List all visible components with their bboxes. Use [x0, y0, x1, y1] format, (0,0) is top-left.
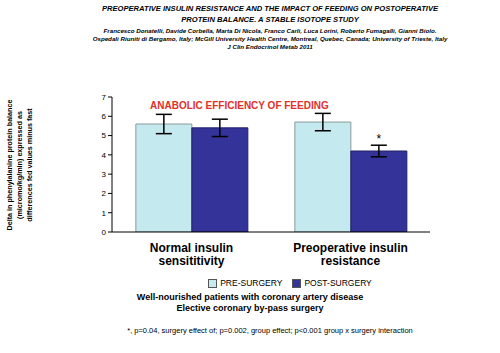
svg-text:7: 7 [102, 93, 107, 102]
html-text:Ospedali Riuniti di Bergamo, I: Ospedali Riuniti di Bergamo, Italy; McGi… [92, 35, 448, 42]
svg-text:(micromo/kg/min) expressed as: (micromo/kg/min) expressed as [15, 111, 24, 219]
svg-text:sensititivity: sensititivity [158, 254, 224, 268]
svg-text:resistance: resistance [321, 254, 381, 268]
html-text:PREOPERATIVE INSULIN RESISTANC: PREOPERATIVE INSULIN RESISTANCE AND THE … [101, 4, 439, 13]
svg-text:3: 3 [102, 170, 107, 179]
html-text:Francesco Donatelli, Davide Co: Francesco Donatelli, Davide Corbella, Ma… [103, 27, 437, 34]
svg-text:0: 0 [102, 228, 107, 237]
html-text:*, p=0.04, surgery effect of;: *, p=0.04, surgery effect of; p=0.002, g… [127, 326, 413, 335]
svg-text:*: * [377, 132, 382, 146]
svg-text:Normal insulin: Normal insulin [150, 241, 233, 255]
svg-text:4: 4 [102, 151, 107, 160]
html-text:PRE-SURGERY: PRE-SURGERY [220, 278, 283, 288]
svg-text:5: 5 [102, 131, 107, 140]
html-text:Well-nourished patients with c: Well-nourished patients with coronary ar… [136, 292, 364, 302]
html-text:POST-SURGERY: POST-SURGERY [304, 278, 372, 288]
html-text:ANABOLIC EFFICIENCY OF FEEDING: ANABOLIC EFFICIENCY OF FEEDING [150, 100, 329, 111]
html-text:J Clin Endocrinol Metab 2011: J Clin Endocrinol Metab 2011 [227, 43, 313, 50]
svg-text:6: 6 [102, 112, 107, 121]
svg-text:1: 1 [102, 209, 107, 218]
svg-text:differences fed values minus f: differences fed values minus fast [25, 108, 34, 222]
svg-text:Delta in phenylalanine protein: Delta in phenylalanine protein balance [8, 99, 14, 230]
svg-text:Preoperative insulin: Preoperative insulin [293, 241, 408, 255]
html-text:Elective coronary by-pass surg: Elective coronary by-pass surgery [176, 303, 324, 313]
html-text:PROTEIN BALANCE. A STABLE ISOT: PROTEIN BALANCE. A STABLE ISOTOPE STUDY [181, 15, 359, 24]
svg-text:2: 2 [102, 189, 107, 198]
